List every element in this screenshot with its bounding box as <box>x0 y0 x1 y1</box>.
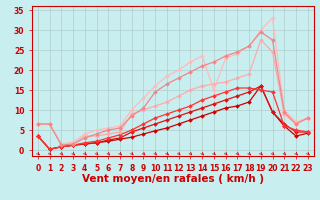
X-axis label: Vent moyen/en rafales ( km/h ): Vent moyen/en rafales ( km/h ) <box>82 174 264 184</box>
